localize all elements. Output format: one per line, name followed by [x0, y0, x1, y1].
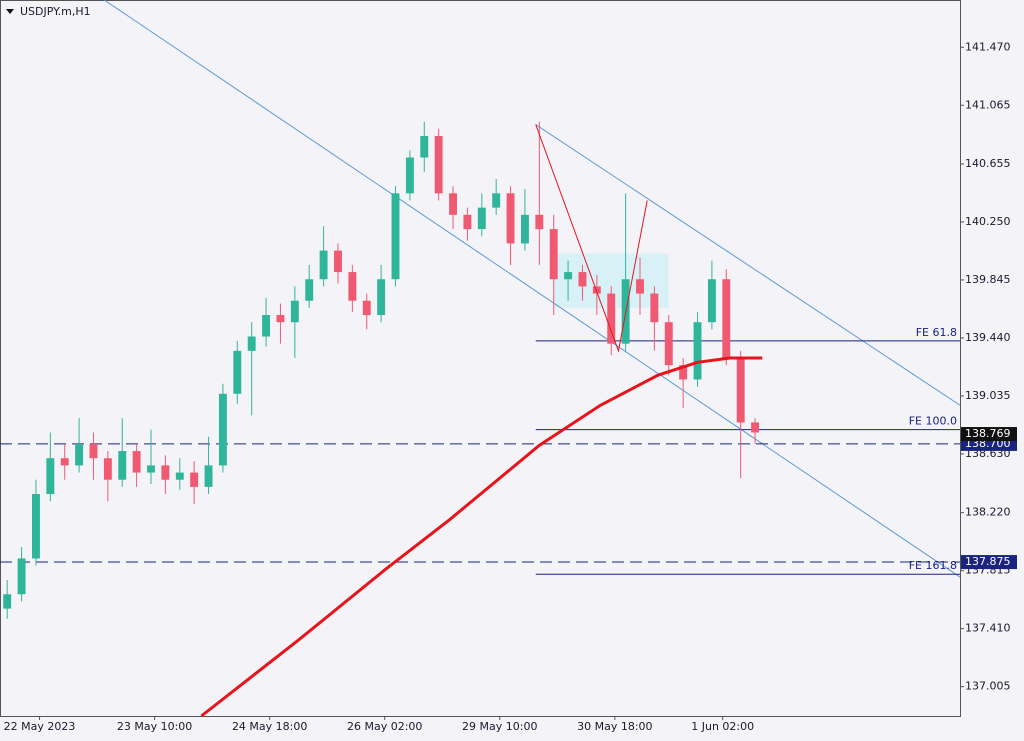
- x-tick-label: 29 May 10:00: [462, 720, 537, 733]
- candle-body: [103, 458, 112, 480]
- x-tick-label: 1 Jun 02:00: [691, 720, 754, 733]
- candle-body: [549, 229, 558, 280]
- candle-body: [636, 279, 644, 294]
- candle-body: [722, 279, 731, 358]
- candle-body: [592, 286, 601, 294]
- candle-body: [578, 272, 587, 287]
- candle-body: [290, 300, 299, 323]
- candle-body: [233, 350, 242, 394]
- zigzag: [535, 124, 648, 353]
- candle-body: [463, 214, 472, 230]
- candle-body: [305, 279, 314, 301]
- candle-body: [17, 558, 26, 595]
- candle-body: [377, 279, 386, 316]
- y-tick-label: 137.410: [965, 622, 1011, 635]
- candle-body: [492, 193, 501, 208]
- candle-body: [664, 322, 673, 366]
- candle-body: [535, 214, 544, 230]
- y-tick-label: 139.035: [965, 389, 1011, 402]
- x-tick-label: 22 May 2023: [4, 720, 76, 733]
- candle-body: [405, 157, 414, 194]
- fibo-level-label: FE 100.0: [909, 415, 957, 428]
- candle-body: [506, 193, 515, 244]
- candle-body: [707, 279, 716, 323]
- y-tick-label: 141.065: [965, 98, 1011, 111]
- moving-average: [200, 356, 763, 718]
- y-tick-label: 139.845: [965, 273, 1011, 286]
- candle-body: [449, 193, 457, 215]
- x-tick-label: 23 May 10:00: [117, 720, 192, 733]
- channel-line: [103, 0, 961, 578]
- candle-body: [564, 272, 573, 280]
- candle-body: [75, 443, 84, 466]
- y-tick-label: 140.655: [965, 157, 1011, 170]
- x-tick-label: 30 May 18:00: [577, 720, 652, 733]
- price-line-box: [961, 555, 1017, 570]
- candle-body: [118, 451, 127, 480]
- candle-body: [736, 358, 745, 423]
- candle-body: [348, 272, 357, 301]
- plot-frame: [0, 0, 961, 717]
- current-price-label: 138.769: [965, 427, 1011, 440]
- y-tick-label: 137.005: [965, 680, 1011, 693]
- candle-body: [60, 458, 69, 466]
- candle-body: [89, 443, 98, 459]
- candle-body: [175, 472, 184, 480]
- candle-body: [161, 465, 170, 480]
- candle-body: [204, 465, 213, 487]
- candle-body: [693, 322, 702, 380]
- y-tick-label: 141.470: [965, 40, 1011, 53]
- candle-body: [319, 250, 328, 280]
- channel-line: [535, 124, 961, 406]
- candle-body: [362, 300, 371, 316]
- candle-body: [334, 250, 342, 273]
- y-tick-label: 140.250: [965, 215, 1011, 228]
- candle-body: [434, 136, 443, 194]
- current-price-box: [961, 427, 1017, 442]
- candle-body: [190, 472, 199, 487]
- candle-body: [391, 193, 400, 280]
- fibo-level-label: FE 61.8: [916, 326, 957, 339]
- candle-body: [218, 393, 227, 466]
- price-line-label: 137.875: [965, 555, 1011, 568]
- candle-body: [3, 594, 12, 609]
- candle-body: [32, 494, 40, 559]
- candle-body: [247, 336, 256, 351]
- candle-body: [477, 207, 486, 230]
- candle-body: [132, 451, 141, 473]
- fibo-level-label: FE 161.8: [909, 559, 957, 572]
- symbol-menu-icon[interactable]: [6, 9, 14, 14]
- chart-title: USDJPY.m,H1: [20, 5, 91, 18]
- y-tick-label: 138.220: [965, 506, 1011, 519]
- candle-body: [751, 422, 760, 433]
- candle-body: [650, 293, 659, 323]
- candle-body: [420, 136, 429, 158]
- candle-body: [262, 315, 271, 337]
- candle-body: [679, 365, 688, 380]
- candle-body: [520, 214, 529, 244]
- candle-body: [46, 458, 55, 495]
- x-tick-label: 24 May 18:00: [232, 720, 307, 733]
- x-tick-label: 26 May 02:00: [347, 720, 422, 733]
- candle-body: [276, 315, 285, 323]
- candle-body: [147, 465, 155, 473]
- y-tick-label: 139.440: [965, 331, 1011, 344]
- candle-body: [607, 293, 616, 344]
